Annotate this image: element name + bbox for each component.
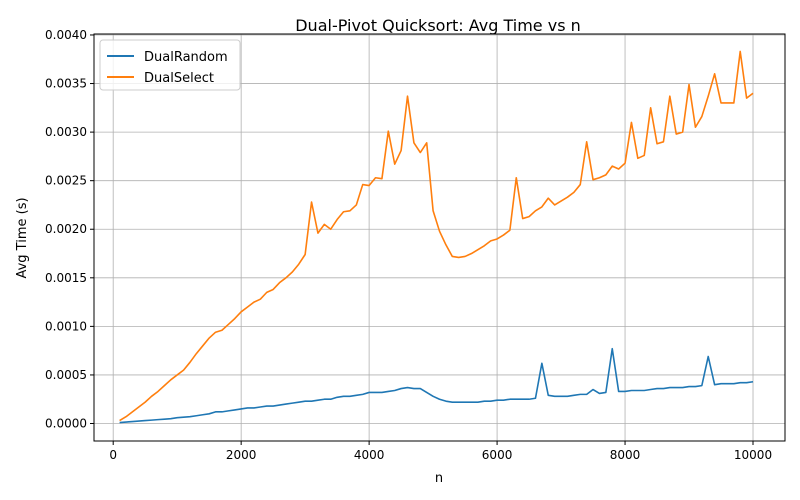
y-tick-label: 0.0005: [45, 368, 87, 382]
series-layer: [119, 50, 754, 424]
x-tick-label: 10000: [734, 448, 772, 462]
y-tick-label: 0.0010: [45, 319, 87, 333]
y-tick-label: 0.0040: [45, 28, 87, 42]
series-line-dualselect: [119, 50, 754, 422]
y-axis-ticks: 0.0000 0.0005 0.0010 0.0015 0.0020 0.0025 0.00…: [45, 28, 94, 431]
y-tick-label: 0.0015: [45, 271, 87, 285]
x-tick-label: 8000: [610, 448, 641, 462]
y-tick-label: 0.0000: [45, 417, 87, 431]
plot-area-frame: [93, 33, 786, 442]
x-axis-label: n: [435, 471, 443, 486]
legend-box: [99, 39, 241, 91]
series-line-dualrandom: [119, 347, 754, 424]
chart-title: Dual-Pivot Quicksort: Avg Time vs n: [295, 16, 581, 35]
grid-lines: [94, 34, 785, 441]
x-tick-label: 0: [109, 448, 117, 462]
legend-label-dualselect: DualSelect: [144, 71, 214, 86]
x-tick-label: 2000: [226, 448, 257, 462]
legend-label-dualrandom: DualRandom: [144, 50, 228, 65]
y-tick-label: 0.0025: [45, 174, 87, 188]
legend: DualRandom DualSelect: [99, 39, 241, 91]
y-tick-label: 0.0020: [45, 222, 87, 236]
x-tick-label: 4000: [354, 448, 385, 462]
y-tick-label: 0.0030: [45, 125, 87, 139]
y-tick-label: 0.0035: [45, 77, 87, 91]
x-tick-label: 6000: [482, 448, 513, 462]
y-axis-label: Avg Time (s): [15, 197, 30, 278]
x-axis-ticks: 0 2000 4000 6000 8000 10000: [109, 441, 772, 462]
